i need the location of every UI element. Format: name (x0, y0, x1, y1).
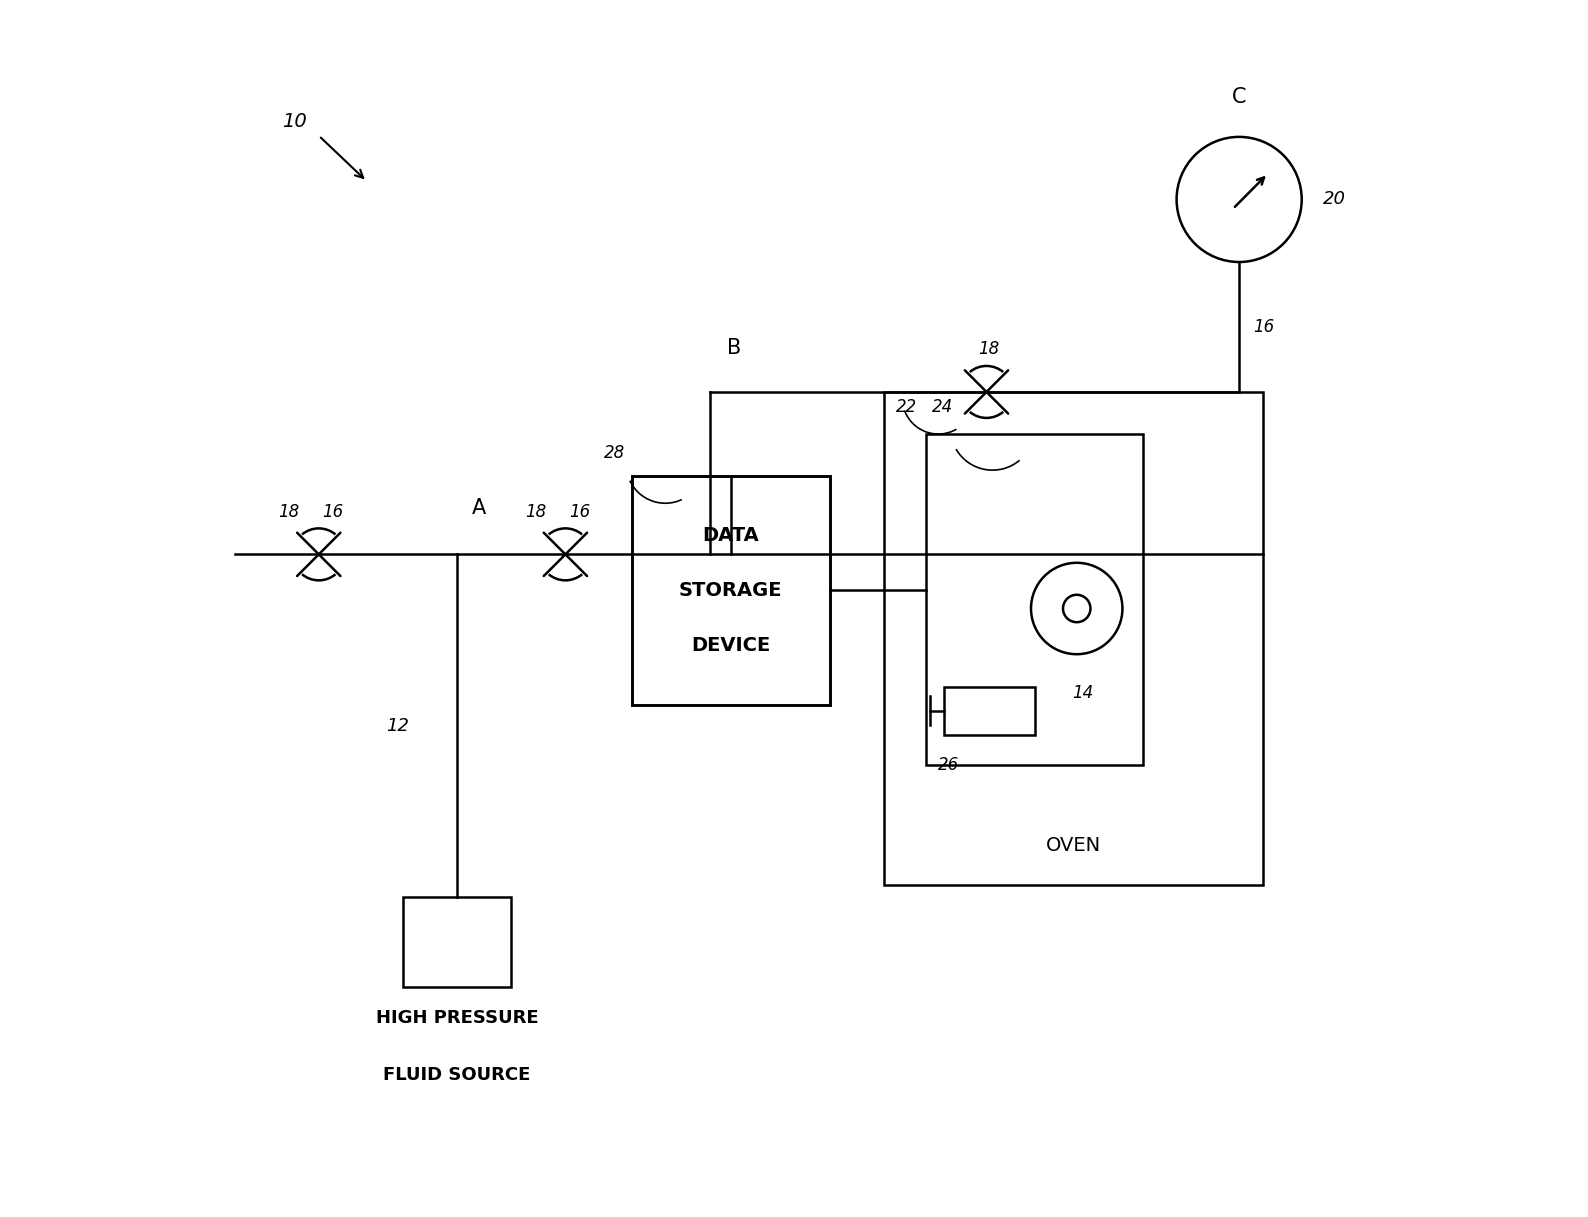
Text: A: A (472, 498, 486, 518)
Text: 22: 22 (896, 398, 918, 416)
Text: B: B (727, 338, 742, 358)
Text: 16: 16 (1253, 318, 1275, 336)
Text: C: C (1232, 86, 1247, 107)
Text: 16: 16 (322, 503, 345, 521)
Text: 18: 18 (524, 503, 546, 521)
Bar (632, 476, 831, 705)
Text: 18: 18 (978, 341, 999, 358)
Text: 24: 24 (932, 398, 954, 416)
Text: 28: 28 (605, 444, 626, 461)
Text: HIGH PRESSURE: HIGH PRESSURE (376, 1009, 538, 1027)
Text: 14: 14 (1072, 684, 1094, 702)
Text: FLUID SOURCE: FLUID SOURCE (383, 1066, 530, 1083)
Bar (945, 686, 1035, 735)
Text: 16: 16 (569, 503, 591, 521)
Bar (926, 434, 1143, 765)
Text: 20: 20 (1323, 190, 1347, 208)
Text: 18: 18 (278, 503, 299, 521)
Text: 12: 12 (386, 717, 410, 735)
Text: STORAGE: STORAGE (680, 581, 783, 600)
Text: 10: 10 (283, 112, 306, 130)
Bar (885, 392, 1262, 885)
Text: DEVICE: DEVICE (691, 635, 770, 655)
Text: OVEN: OVEN (1046, 836, 1102, 856)
Text: DATA: DATA (702, 526, 759, 545)
Text: 26: 26 (939, 757, 959, 774)
Bar (403, 897, 511, 987)
